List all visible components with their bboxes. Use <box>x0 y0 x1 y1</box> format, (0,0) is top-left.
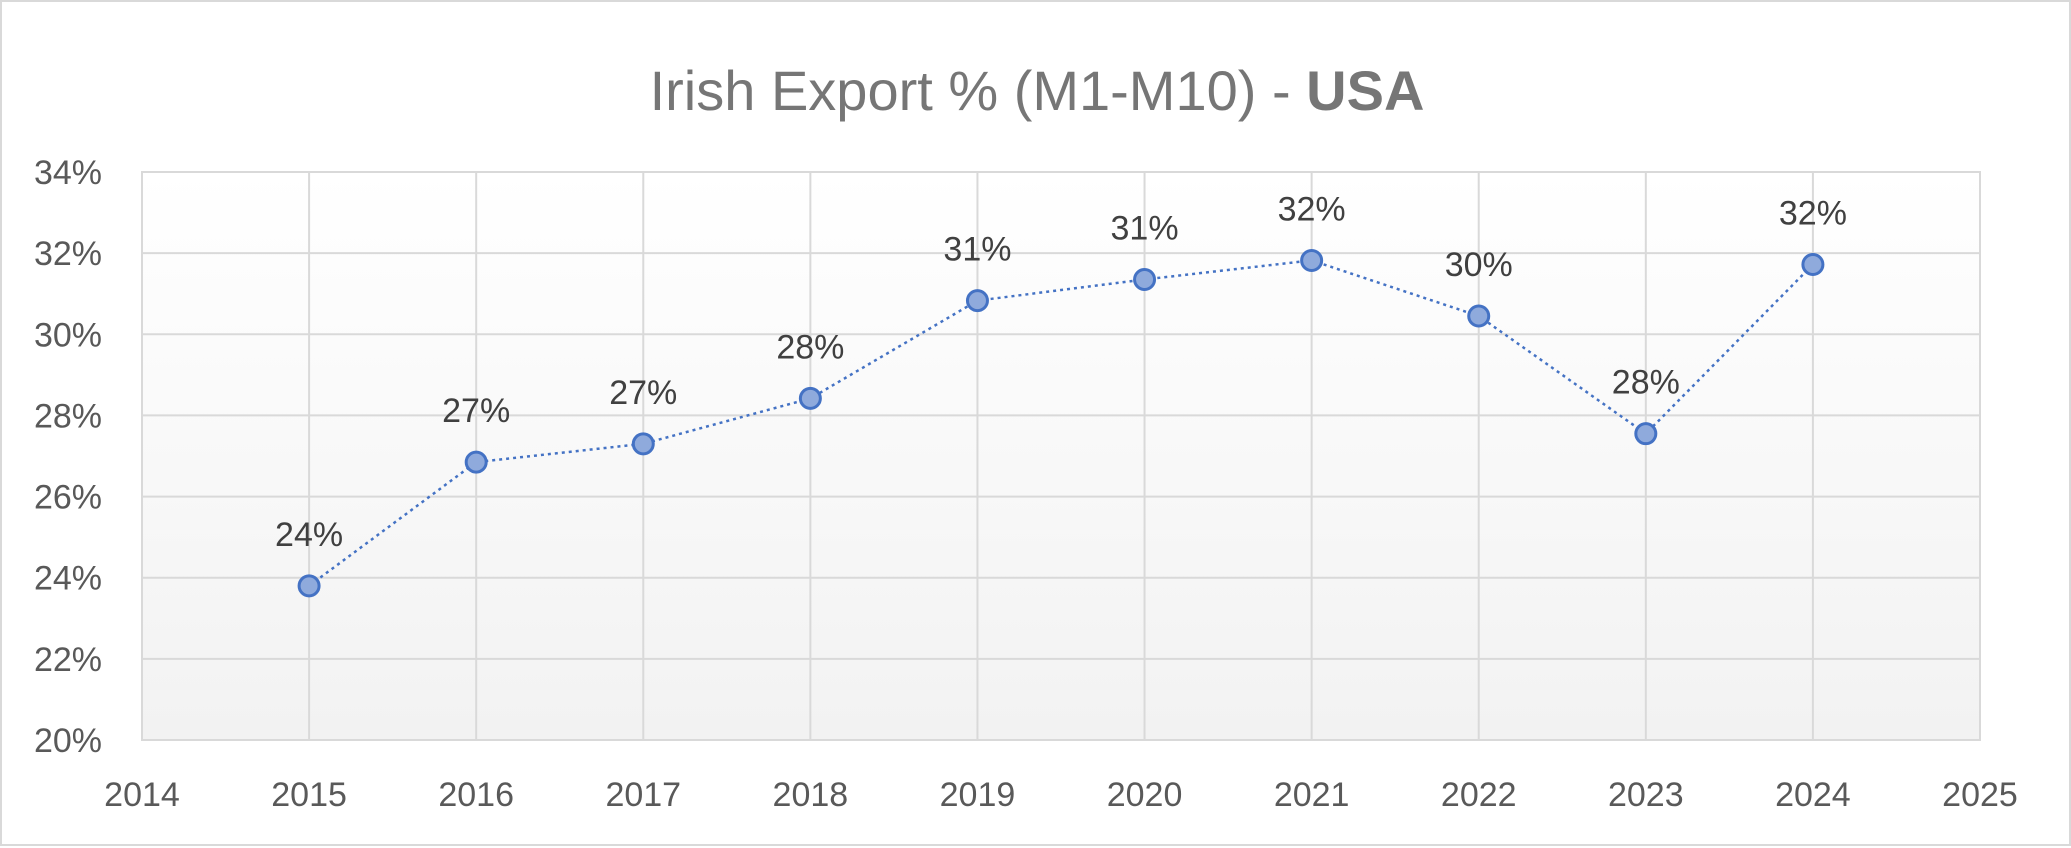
data-point <box>1300 248 1324 272</box>
chart-title: Irish Export % (M1-M10) - USA <box>650 59 1425 122</box>
data-label: 27% <box>609 374 677 412</box>
plot-area <box>142 172 1980 740</box>
data-point <box>631 432 655 456</box>
x-tick-label: 2017 <box>605 776 681 814</box>
data-point <box>464 450 488 474</box>
x-tick-label: 2022 <box>1441 776 1517 814</box>
data-point <box>1467 304 1491 328</box>
data-label: 31% <box>943 231 1011 269</box>
data-point <box>297 574 321 598</box>
y-tick-label: 28% <box>34 397 102 435</box>
grid-lines <box>141 171 1981 741</box>
data-label: 30% <box>1445 246 1513 284</box>
data-point <box>1801 253 1825 277</box>
data-label: 31% <box>1111 210 1179 248</box>
x-tick-label: 2019 <box>940 776 1016 814</box>
plot-border <box>141 171 1981 741</box>
data-point <box>965 289 989 313</box>
x-tick-label: 2024 <box>1775 776 1851 814</box>
x-axis-ticks: 2014 2015 2016 2017 2018 2019 2020 2021 2022 2023… <box>104 776 2018 814</box>
x-tick-label: 2023 <box>1608 776 1684 814</box>
y-axis-ticks: 20% 22% 24% 26% 28% 30% 32% 34% <box>34 154 102 760</box>
y-tick-label: 26% <box>34 479 102 517</box>
series-line <box>308 259 1814 587</box>
chart-title-bold: USA <box>1306 59 1424 122</box>
y-tick-label: 22% <box>34 641 102 679</box>
x-tick-label: 2016 <box>438 776 514 814</box>
x-tick-label: 2021 <box>1274 776 1350 814</box>
data-point <box>1133 268 1157 292</box>
data-label: 28% <box>776 328 844 366</box>
y-tick-label: 30% <box>34 316 102 354</box>
x-tick-label: 2014 <box>104 776 180 814</box>
data-label: 32% <box>1278 190 1346 228</box>
y-tick-label: 32% <box>34 235 102 273</box>
x-tick-label: 2020 <box>1107 776 1183 814</box>
x-tick-label: 2018 <box>773 776 849 814</box>
y-tick-label: 20% <box>34 722 102 760</box>
data-label: 27% <box>442 392 510 430</box>
x-tick-label: 2015 <box>271 776 347 814</box>
y-tick-label: 34% <box>34 154 102 192</box>
chart-title-main: Irish Export % (M1-M10) - <box>650 59 1307 122</box>
data-labels: 24% 27% 27% 28% 31% 31% 32% 30% 28% 32% <box>275 190 1847 553</box>
data-label: 28% <box>1612 364 1680 402</box>
y-tick-label: 24% <box>34 560 102 598</box>
x-tick-label: 2025 <box>1942 776 2018 814</box>
data-point <box>1634 422 1658 446</box>
series-layer <box>297 248 1825 598</box>
data-point <box>798 386 822 410</box>
data-label: 24% <box>275 516 343 554</box>
data-label: 32% <box>1779 195 1847 233</box>
